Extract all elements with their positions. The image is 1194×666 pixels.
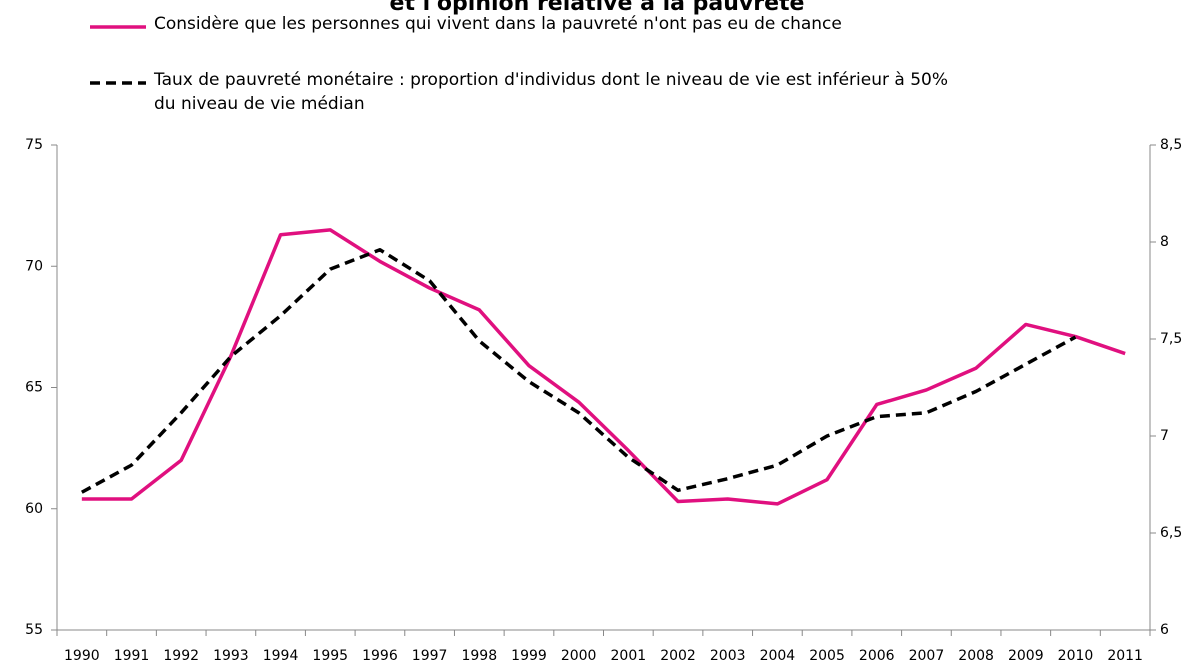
legend-entry: Taux de pauvreté monétaire : proportion … [90, 68, 990, 116]
y2-tick-label: 6 [1160, 622, 1169, 638]
legend-key [90, 81, 146, 85]
x-tick-label: 1994 [263, 648, 299, 664]
x-tick-label: 1995 [312, 648, 348, 664]
x-tick-label: 1990 [64, 648, 100, 664]
x-tick-label: 1998 [461, 648, 497, 664]
y2-tick-label: 7,5 [1160, 331, 1182, 347]
legend-label: Considère que les personnes qui vivent d… [154, 14, 842, 34]
x-tick-label: 2010 [1058, 648, 1094, 664]
x-tick-label: 2008 [958, 648, 994, 664]
legend-key [90, 25, 146, 29]
x-tick-label: 2009 [1008, 648, 1044, 664]
y-tick-label: 75 [25, 137, 43, 153]
x-tick-label: 1991 [114, 648, 150, 664]
x-tick-label: 2000 [561, 648, 597, 664]
x-tick-label: 2006 [859, 648, 895, 664]
x-tick-label: 1997 [412, 648, 448, 664]
x-tick-label: 1996 [362, 648, 398, 664]
chart-title: et l'opinion relative à la pauvreté [390, 0, 805, 16]
x-tick-label: 2005 [809, 648, 845, 664]
series-line [81, 228, 1126, 506]
x-tick-label: 2007 [909, 648, 945, 664]
x-tick-label: 2004 [760, 648, 796, 664]
x-tick-label: 1999 [511, 648, 547, 664]
x-tick-label: 2002 [660, 648, 696, 664]
series-line [81, 248, 1077, 494]
y-tick-label: 60 [25, 501, 43, 517]
y2-tick-label: 6,5 [1160, 525, 1182, 541]
y-tick-label: 55 [25, 622, 43, 638]
y2-tick-label: 8 [1160, 234, 1169, 250]
legend-entry: Considère que les personnes qui vivent d… [90, 12, 990, 36]
x-tick-label: 2011 [1107, 648, 1143, 664]
x-tick-label: 2003 [710, 648, 746, 664]
x-tick-label: 1992 [163, 648, 199, 664]
x-tick-label: 2001 [611, 648, 647, 664]
y2-tick-label: 7 [1160, 428, 1169, 444]
y2-tick-label: 8,5 [1160, 137, 1182, 153]
y-tick-label: 65 [25, 380, 43, 396]
legend-label: Taux de pauvreté monétaire : proportion … [154, 70, 948, 114]
y-tick-label: 70 [25, 258, 43, 274]
x-tick-label: 1993 [213, 648, 249, 664]
